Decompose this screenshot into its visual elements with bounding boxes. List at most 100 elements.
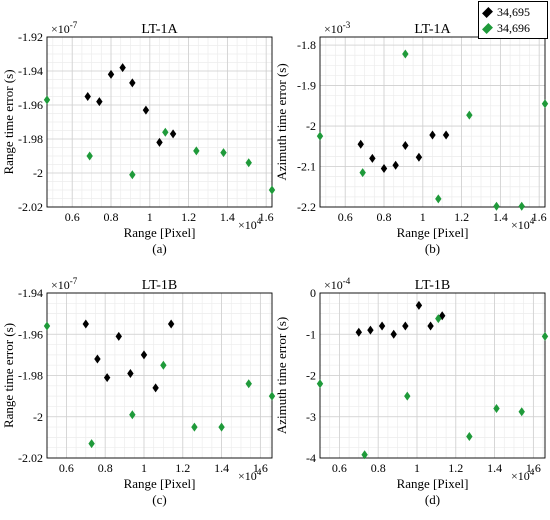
data-point-series-1 xyxy=(390,329,397,339)
data-point-series-2 xyxy=(359,168,366,178)
data-point-series-2 xyxy=(493,201,500,211)
x-tick-label: 1.2 xyxy=(181,210,196,224)
y-tick-label: -1.94 xyxy=(18,286,43,300)
data-point-series-1 xyxy=(82,319,89,329)
y-tick-label: -2 xyxy=(33,166,43,180)
data-point-series-1 xyxy=(142,105,150,115)
data-point-series-2 xyxy=(129,170,136,180)
y-tick-label: -2.02 xyxy=(18,200,43,214)
data-point-series-1 xyxy=(378,321,386,331)
y-tick-label: 0 xyxy=(310,286,316,300)
x-tick-label: 0.8 xyxy=(377,210,392,224)
data-point-series-1 xyxy=(415,152,423,162)
legend-item-34696: 34,696 xyxy=(482,20,530,36)
x-tick-label: 1 xyxy=(414,461,420,475)
data-point-series-1 xyxy=(357,139,364,149)
y-axis-label: Azimuth time error (s) xyxy=(274,317,289,434)
data-point-series-1 xyxy=(103,373,111,383)
data-point-series-1 xyxy=(129,78,136,88)
panel-title: LT-1B xyxy=(142,278,178,293)
axes-frame xyxy=(46,292,273,459)
axes-frame xyxy=(319,36,546,208)
data-point-series-2 xyxy=(316,379,324,389)
data-point-series-2 xyxy=(361,450,368,460)
data-point-series-1 xyxy=(355,327,362,337)
data-point-series-2 xyxy=(162,127,169,137)
y-tick-label: -1.94 xyxy=(18,64,43,78)
data-point-series-2 xyxy=(404,391,411,401)
y-exponent-label: ×10-7 xyxy=(51,20,78,36)
data-point-series-1 xyxy=(392,160,399,170)
x-tick-label: 1.4 xyxy=(220,210,235,224)
data-point-series-2 xyxy=(160,360,167,370)
y-tick-label: -2.2 xyxy=(297,200,316,214)
y-tick-label: -1.92 xyxy=(18,30,43,44)
data-point-series-1 xyxy=(415,300,423,310)
legend: 34,695 34,696 xyxy=(478,1,548,39)
legend-label: 34,696 xyxy=(497,21,530,35)
data-point-series-2 xyxy=(245,158,252,168)
data-point-series-1 xyxy=(127,368,134,378)
legend-label: 34,695 xyxy=(497,5,530,19)
data-point-series-2 xyxy=(43,321,51,331)
data-point-series-1 xyxy=(169,129,177,139)
panel-title: LT-1B xyxy=(415,278,451,293)
data-point-series-2 xyxy=(493,404,500,413)
data-point-series-1 xyxy=(94,354,101,364)
axes-frame xyxy=(319,292,546,459)
data-point-series-2 xyxy=(402,49,409,59)
y-tick-label: -1.98 xyxy=(18,369,43,383)
data-point-series-1 xyxy=(429,130,436,140)
y-tick-label: -3 xyxy=(306,410,316,424)
data-point-series-2 xyxy=(218,422,225,432)
x-tick-label: 1.4 xyxy=(493,210,508,224)
y-exponent-label: ×10-3 xyxy=(324,20,351,36)
x-axis-label: Range [Pixel] xyxy=(124,476,196,491)
data-point-series-1 xyxy=(442,130,450,140)
data-point-series-2 xyxy=(193,146,200,156)
y-tick-label: -2.02 xyxy=(18,451,43,465)
data-point-series-2 xyxy=(316,131,324,141)
data-point-series-1 xyxy=(156,137,163,147)
data-point-series-2 xyxy=(129,410,136,420)
data-point-series-2 xyxy=(466,432,473,442)
y-axis-label: Range time error (s) xyxy=(1,323,16,428)
data-point-series-2 xyxy=(435,314,442,324)
y-axis-label: Azimuth time error (s) xyxy=(274,63,289,180)
panel-caption: (a) xyxy=(152,241,166,256)
diamond-marker-icon xyxy=(482,6,493,18)
x-tick-label: 1.4 xyxy=(487,461,502,475)
data-point-series-1 xyxy=(427,321,434,331)
panel-title: LT-1A xyxy=(141,22,178,37)
data-point-series-2 xyxy=(518,407,525,417)
x-exponent-label: ×104 xyxy=(238,467,262,483)
y-tick-label: -2 xyxy=(306,119,316,133)
data-point-series-2 xyxy=(268,391,276,401)
y-tick-label: -1.96 xyxy=(18,327,43,341)
data-point-series-2 xyxy=(220,148,227,158)
data-point-series-1 xyxy=(119,63,126,73)
data-point-series-1 xyxy=(380,164,388,174)
x-tick-label: 0.6 xyxy=(65,210,80,224)
x-tick-label: 1 xyxy=(141,461,147,475)
data-point-series-1 xyxy=(167,319,175,329)
y-tick-label: -1 xyxy=(306,327,316,341)
y-tick-label: -1.98 xyxy=(18,132,43,146)
x-tick-label: 1 xyxy=(147,210,153,224)
x-exponent-label: ×104 xyxy=(511,467,535,483)
panel-caption: (b) xyxy=(425,241,440,256)
scatter-panel-a: 0.6 0.8 1 1.2 1.4 1.6 -2.02 -2 -1.98 -1.96 -1.94 -1… xyxy=(1,22,276,256)
scatter-panel-b: 0.6 0.8 1 1.2 1.4 1.6 -2.2 -2.1 -2 -1.9 -1.8 LT-1A R… xyxy=(274,22,549,256)
x-axis-label: Range [Pixel] xyxy=(397,476,469,491)
data-point-series-2 xyxy=(541,331,549,341)
data-point-series-2 xyxy=(435,194,442,204)
y-tick-label: -1.96 xyxy=(18,98,43,112)
data-point-series-1 xyxy=(367,325,374,335)
axes-frame xyxy=(46,36,273,208)
panel-caption: (c) xyxy=(152,492,166,507)
x-tick-label: 1 xyxy=(420,210,426,224)
x-exponent-label: ×104 xyxy=(238,216,262,232)
data-point-series-1 xyxy=(84,92,91,101)
data-point-series-2 xyxy=(86,151,93,161)
x-tick-label: 0.6 xyxy=(338,210,353,224)
